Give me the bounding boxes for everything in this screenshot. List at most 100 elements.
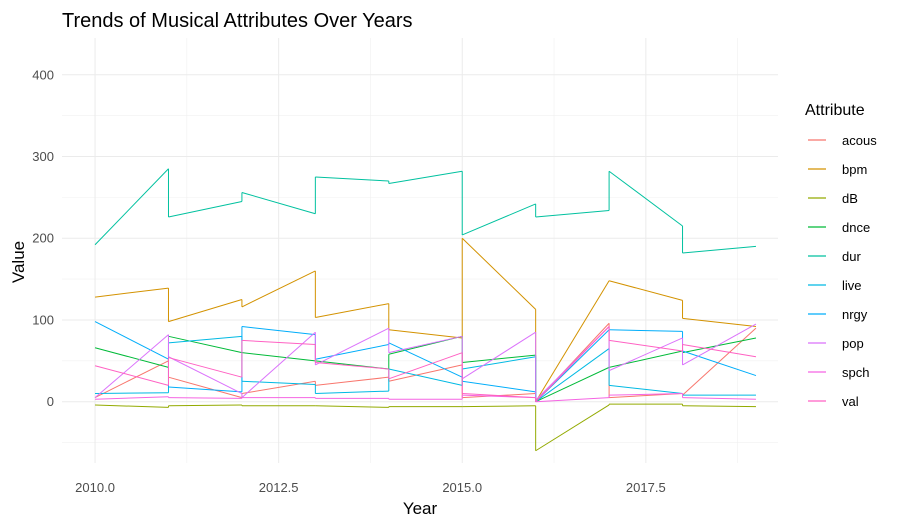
legend-label: acous <box>842 133 877 148</box>
y-tick-label: 300 <box>32 149 54 164</box>
legend-item-bpm: bpm <box>808 162 867 177</box>
legend: Attribute acous bpm dB dnce dur live nrgy pop sp… <box>805 102 877 409</box>
series-line-segment <box>682 343 757 358</box>
chart-title: Trends of Musical Attributes Over Years <box>62 10 413 32</box>
series-line-segment <box>462 203 536 236</box>
series-line-segment <box>94 365 169 386</box>
series-line-segment <box>609 339 683 352</box>
series-line-segment <box>95 396 169 400</box>
series-line-segment <box>388 335 463 354</box>
series-line-segment <box>388 352 463 380</box>
y-axis-ticks: 0 100 200 300 400 <box>32 67 54 409</box>
series-line-segment <box>241 339 316 345</box>
series-line-segment <box>241 191 316 215</box>
series-line-segment <box>241 380 316 395</box>
legend-item-acous: acous <box>808 133 877 148</box>
legend-item-spch: spch <box>808 365 869 380</box>
series-line-segment <box>535 326 610 403</box>
series-line-segment <box>315 405 389 408</box>
series-line-segment <box>95 404 169 408</box>
x-axis-ticks: 2010.0 2012.5 2015.0 2017.5 <box>75 480 666 495</box>
series-dnce <box>94 335 757 403</box>
legend-label: spch <box>842 365 869 380</box>
series-line-segment <box>462 354 536 363</box>
series-line-segment <box>388 170 463 184</box>
series-val <box>94 326 757 403</box>
series-line-segment <box>535 397 610 403</box>
series-line-segment <box>95 392 169 395</box>
series-line-segment <box>168 356 243 394</box>
series-dur <box>94 168 757 254</box>
legend-item-dur: dur <box>808 249 861 264</box>
series-line-segment <box>462 356 536 370</box>
series-live <box>95 335 756 403</box>
legend-item-val: val <box>808 394 859 409</box>
series-lines <box>94 168 757 452</box>
series-line-segment <box>609 329 683 332</box>
series-line-segment <box>535 280 610 402</box>
series-line-segment <box>315 303 389 319</box>
series-line-segment <box>94 287 169 298</box>
series-line-segment <box>682 327 757 396</box>
x-tick-label: 2015.0 <box>442 480 482 495</box>
series-dB <box>95 403 756 452</box>
series-line-segment <box>241 331 316 398</box>
y-tick-label: 400 <box>32 67 54 82</box>
series-line-segment <box>608 170 683 227</box>
y-axis-label: Value <box>9 241 28 283</box>
series-line-segment <box>315 390 389 395</box>
series-line-segment <box>388 364 463 382</box>
series-line-segment <box>241 326 316 336</box>
legend-label: dnce <box>842 220 870 235</box>
legend-title: Attribute <box>805 102 865 119</box>
series-line-segment <box>168 335 242 344</box>
series-line-segment <box>462 405 536 408</box>
series-line-segment <box>315 376 389 386</box>
series-line-segment <box>94 334 169 398</box>
series-line-segment <box>168 357 243 378</box>
legend-label: dur <box>842 249 861 264</box>
series-line-segment <box>315 327 390 366</box>
legend-label: val <box>842 394 859 409</box>
series-line-segment <box>535 366 610 403</box>
series-line-segment <box>241 270 316 308</box>
series-line-segment <box>241 380 316 386</box>
legend-label: bpm <box>842 162 867 177</box>
series-line-segment <box>462 393 536 399</box>
series-line-segment <box>682 245 757 254</box>
series-line-segment <box>608 280 683 301</box>
series-line-segment <box>682 405 756 408</box>
series-line-segment <box>461 331 536 380</box>
legend-item-pop: pop <box>808 336 864 351</box>
series-line-segment <box>94 321 169 360</box>
series-line-segment <box>682 317 757 328</box>
series-line-segment <box>94 168 169 246</box>
x-tick-label: 2012.5 <box>259 480 299 495</box>
x-tick-label: 2010.0 <box>75 480 115 495</box>
legend-items: acous bpm dB dnce dur live nrgy pop spch val <box>808 133 877 409</box>
series-line-segment <box>168 386 242 393</box>
series-line-segment <box>168 397 242 399</box>
x-axis-label: Year <box>403 499 438 518</box>
series-acous <box>94 322 757 403</box>
series-line-segment <box>535 404 610 452</box>
legend-label: nrgy <box>842 307 868 322</box>
y-tick-label: 200 <box>32 231 54 246</box>
series-line-segment <box>241 352 316 362</box>
series-line-segment <box>535 348 610 403</box>
series-line-segment <box>388 342 463 378</box>
series-line-segment <box>94 360 169 399</box>
legend-label: dB <box>842 191 858 206</box>
series-line-segment <box>388 368 463 386</box>
legend-item-dnce: dnce <box>808 220 870 235</box>
y-tick-label: 100 <box>32 312 54 327</box>
legend-label: live <box>842 278 862 293</box>
legend-item-nrgy: nrgy <box>808 307 868 322</box>
legend-label: pop <box>842 336 864 351</box>
series-line-segment <box>462 380 536 393</box>
series-line-segment <box>168 404 242 407</box>
x-tick-label: 2017.5 <box>626 480 666 495</box>
series-line-segment <box>608 337 683 372</box>
